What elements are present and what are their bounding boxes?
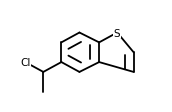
Text: Cl: Cl [20,58,30,67]
Text: S: S [114,28,121,38]
